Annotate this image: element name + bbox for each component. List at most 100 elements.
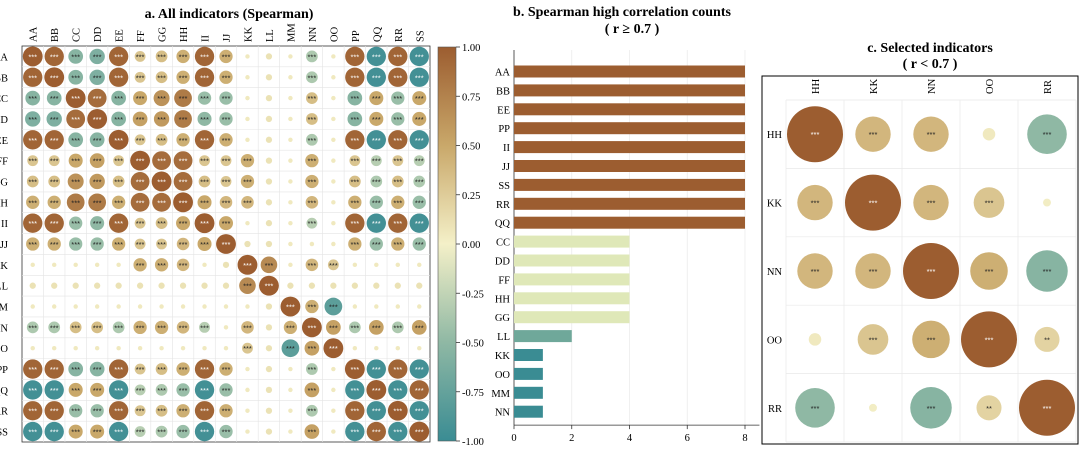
corr-circle-NN-OO: [970, 252, 1008, 290]
sig-stars: ***: [415, 240, 424, 249]
corr-circle-HH-NN: [305, 196, 319, 209]
corr-circle-JJ-NN: [309, 241, 315, 247]
corr-circle-KK-PP: [352, 262, 358, 268]
sig-stars: ***: [265, 282, 274, 291]
sig-stars: ***: [179, 198, 188, 207]
corr-circle-NN-CC: [69, 321, 82, 334]
bar-II: [514, 141, 745, 154]
sig-stars: ***: [157, 52, 166, 61]
corr-circle-JJ-CC: [69, 237, 83, 251]
sig-stars: ***: [179, 386, 188, 395]
corr-circle-BB-LL: [265, 74, 273, 81]
sig-stars: ***: [372, 198, 381, 207]
sig-stars: ***: [286, 323, 295, 332]
corr-circle-DD-JJ: [219, 112, 233, 126]
y-tick-label: PP: [0, 365, 8, 376]
sig-stars: ***: [350, 52, 359, 61]
corr-circle-QQ-BB: [44, 380, 64, 400]
sig-stars: ***: [393, 94, 402, 103]
sig-stars: ***: [308, 428, 317, 437]
corr-circle-KK-KK: [845, 174, 901, 231]
sig-stars: ***: [372, 177, 381, 186]
corr-circle-AA-NN: [306, 50, 318, 63]
sig-stars: ***: [136, 136, 145, 145]
corr-circle-JJ-MM: [288, 241, 293, 247]
corr-circle-CC-OO: [331, 95, 336, 101]
corr-circle-NN-OO: [326, 320, 341, 335]
corr-circle-SS-GG: [155, 425, 168, 438]
corr-circle-GG-RR: [391, 175, 404, 188]
sig-stars: ***: [71, 198, 80, 207]
bar-MM: [514, 386, 543, 399]
corr-circle-OO-II: [202, 345, 207, 351]
bar-JJ: [514, 160, 745, 172]
x-tick-label: PP: [351, 30, 362, 42]
corr-circle-EE-PP: [345, 130, 365, 150]
panel-b-bars: [514, 65, 745, 418]
corr-circle-II-EE: [108, 213, 129, 233]
corr-circle-AA-II: [194, 46, 215, 67]
corr-circle-AA-BB: [44, 46, 64, 67]
corr-circle-LL-NN: [308, 282, 316, 289]
sig-stars: ***: [1043, 404, 1052, 413]
corr-circle-NN-RR: [391, 321, 404, 334]
sig-stars: ***: [136, 52, 145, 61]
sig-stars: ***: [157, 386, 166, 395]
colorbar-tick-label: -0.50: [462, 339, 484, 350]
corr-circle-SS-FF: [134, 426, 146, 438]
corr-circle-QQ-LL: [265, 386, 273, 394]
sig-stars: ***: [372, 323, 381, 332]
sig-stars: ***: [286, 303, 295, 312]
corr-circle-FF-CC: [68, 153, 83, 168]
sig-stars: ***: [222, 115, 231, 124]
corr-circle-KK-RR: [395, 262, 401, 268]
corr-circle-CC-SS: [412, 91, 427, 106]
corr-circle-FF-SS: [413, 155, 425, 167]
sig-stars: ***: [329, 303, 338, 312]
sig-stars: ***: [136, 198, 145, 207]
corr-circle-JJ-BB: [47, 237, 61, 251]
corr-circle-GG-II: [198, 175, 211, 188]
corr-circle-AA-GG: [155, 50, 168, 63]
sig-stars: ***: [308, 115, 317, 124]
panel-a-x-labels: AA BB CC DD EE FF GG HH II JJ KK LL MM NN OO PP QQ RR SS: [29, 23, 427, 42]
corr-circle-LL-BB: [51, 282, 58, 289]
panel-b-bar-chart: b. Spearman high correlation counts ( r …: [491, 5, 760, 444]
sig-stars: ***: [243, 198, 252, 207]
corr-circle-CC-CC: [65, 88, 86, 109]
corr-circle-MM-LL: [265, 303, 273, 310]
y-tick-label: CC: [496, 238, 510, 249]
sig-stars: ***: [50, 219, 59, 228]
y-tick-label: NN: [767, 267, 783, 278]
sig-stars: ***: [114, 136, 123, 145]
sig-stars: ***: [50, 198, 59, 207]
corr-circle-II-HH: [176, 216, 191, 231]
corr-circle-II-OO: [331, 220, 336, 226]
corr-circle-EE-NN: [306, 133, 318, 146]
corr-circle-HH-CC: [66, 193, 85, 212]
bar-FF: [514, 273, 630, 286]
y-tick-label: GG: [0, 177, 8, 188]
sig-stars: ***: [157, 198, 166, 207]
sig-stars: ***: [93, 407, 102, 416]
sig-stars: ***: [308, 219, 317, 228]
sig-stars: ***: [114, 115, 123, 124]
corr-circle-CC-MM: [288, 95, 293, 101]
corr-circle-DD-GG: [153, 111, 170, 127]
y-tick-label: NN: [495, 408, 511, 419]
sig-stars: ***: [393, 386, 402, 395]
sig-stars: ***: [308, 386, 317, 395]
corr-circle-PP-JJ: [219, 362, 233, 376]
sig-stars: ***: [200, 407, 209, 416]
corr-circle-CC-NN: [306, 92, 318, 104]
sig-stars: ***: [415, 136, 424, 145]
y-tick-label: OO: [495, 370, 511, 381]
corr-circle-PP-SS: [409, 359, 429, 379]
corr-circle-AA-JJ: [219, 49, 233, 64]
corr-circle-KK-II: [202, 262, 207, 268]
corr-circle-II-QQ: [366, 213, 386, 233]
panel-c-cells: *** *** *** ****** *** *** ****** *** *** *** ****…: [787, 106, 1075, 436]
sig-stars: ***: [179, 52, 188, 61]
sig-stars: ***: [350, 157, 359, 166]
corr-circle-GG-NN: [305, 174, 319, 189]
